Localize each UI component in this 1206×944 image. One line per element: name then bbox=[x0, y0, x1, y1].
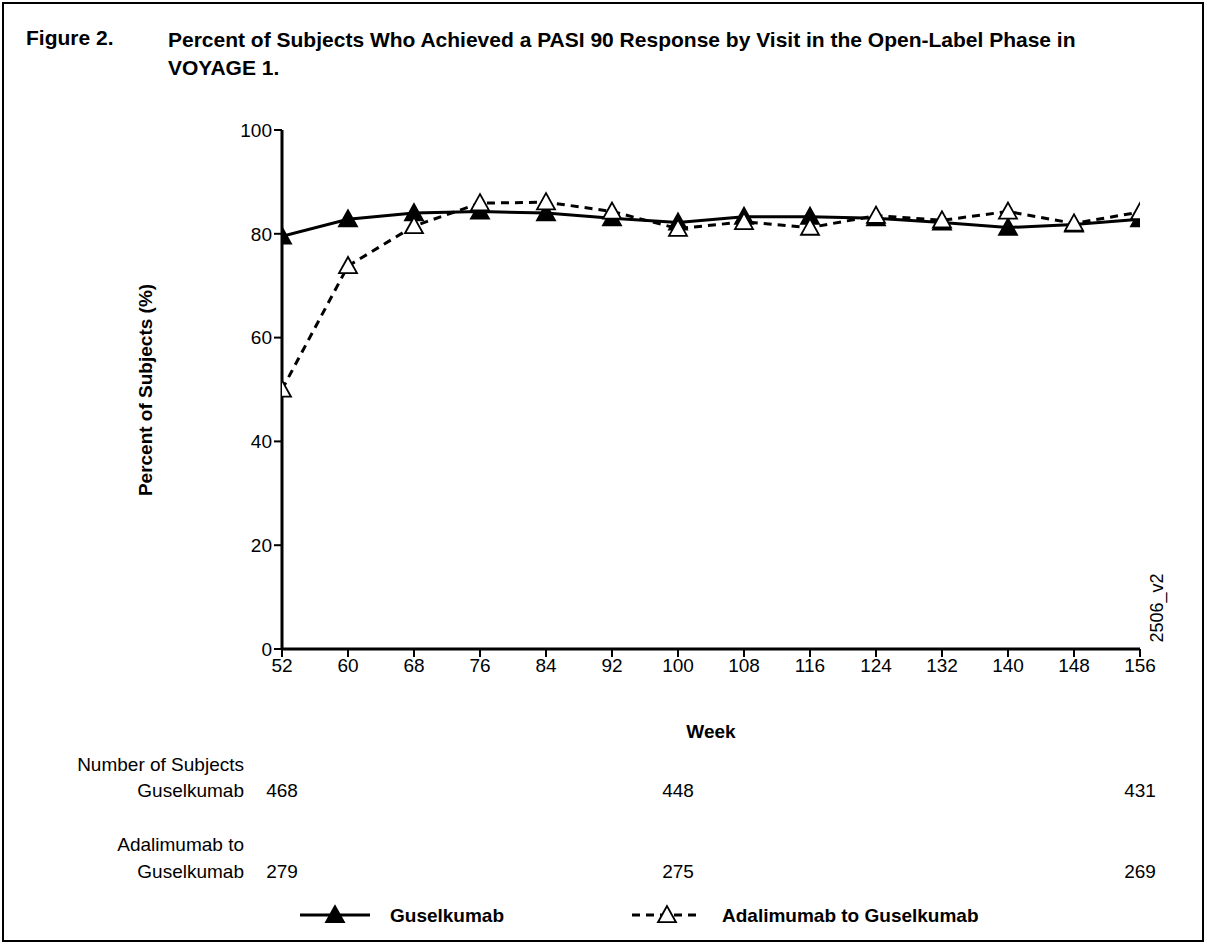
svg-text:60: 60 bbox=[337, 655, 358, 676]
html-text:279: 279 bbox=[266, 861, 298, 882]
svg-text:52: 52 bbox=[271, 655, 292, 676]
svg-text:0: 0 bbox=[261, 639, 272, 660]
html-text:Percent of Subjects (%): Percent of Subjects (%) bbox=[135, 283, 156, 497]
html-text:Guselkumab: Guselkumab bbox=[137, 780, 244, 801]
svg-text:156: 156 bbox=[1124, 655, 1156, 676]
svg-text:40: 40 bbox=[251, 431, 272, 452]
html-text:Guselkumab: Guselkumab bbox=[137, 861, 244, 882]
svg-text:Adalimumab to Guselkumab: Adalimumab to Guselkumab bbox=[722, 905, 979, 926]
html-text:448: 448 bbox=[662, 780, 694, 801]
html-text:Percent of Subjects Who Achiev: Percent of Subjects Who Achieved a PASI … bbox=[168, 28, 1076, 79]
svg-text:80: 80 bbox=[251, 224, 272, 245]
svg-text:148: 148 bbox=[1058, 655, 1090, 676]
svg-text:116: 116 bbox=[795, 655, 825, 676]
html-text:2506_v2: 2506_v2 bbox=[1146, 573, 1167, 643]
html-text:Adalimumab to: Adalimumab to bbox=[117, 834, 244, 855]
svg-text:60: 60 bbox=[251, 327, 272, 348]
html-text:468: 468 bbox=[266, 780, 298, 801]
html-text:431: 431 bbox=[1124, 780, 1156, 801]
svg-text:76: 76 bbox=[469, 655, 490, 676]
html-text:275: 275 bbox=[662, 861, 694, 882]
svg-text:Guselkumab: Guselkumab bbox=[390, 905, 504, 926]
svg-text:84: 84 bbox=[535, 655, 557, 676]
svg-text:140: 140 bbox=[992, 655, 1024, 676]
svg-text:132: 132 bbox=[926, 655, 958, 676]
svg-text:100: 100 bbox=[240, 120, 272, 141]
html-text:Figure 2.: Figure 2. bbox=[26, 26, 114, 49]
svg-text:68: 68 bbox=[403, 655, 424, 676]
html-text:269: 269 bbox=[1124, 861, 1156, 882]
html-text:Week: Week bbox=[686, 721, 736, 742]
svg-text:124: 124 bbox=[860, 655, 892, 676]
svg-text:108: 108 bbox=[728, 655, 760, 676]
html-text:Number of Subjects: Number of Subjects bbox=[77, 754, 244, 775]
svg-text:92: 92 bbox=[601, 655, 622, 676]
svg-text:100: 100 bbox=[662, 655, 694, 676]
svg-text:20: 20 bbox=[251, 535, 272, 556]
